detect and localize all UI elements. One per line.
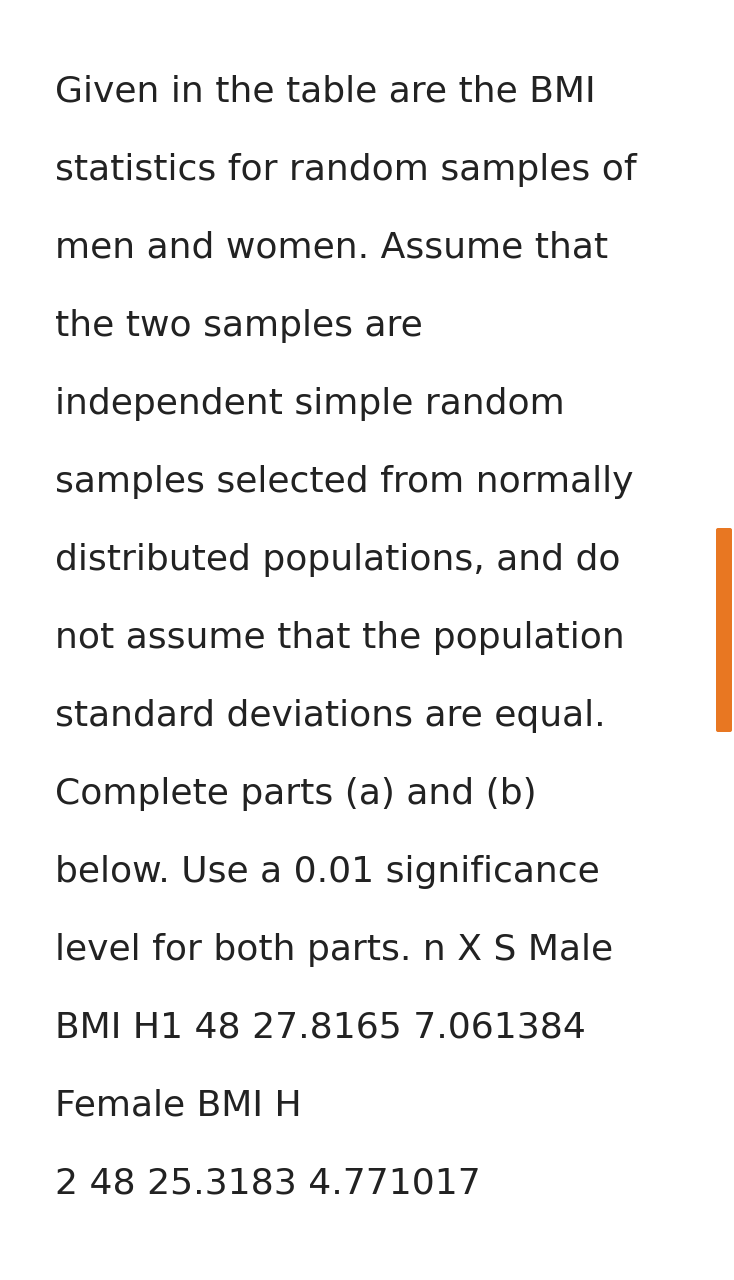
Text: BMI H1 48 27.8165 7.061384: BMI H1 48 27.8165 7.061384 bbox=[55, 1011, 586, 1044]
Text: standard deviations are equal.: standard deviations are equal. bbox=[55, 699, 606, 733]
Text: Complete parts (a) and (b): Complete parts (a) and (b) bbox=[55, 777, 537, 812]
Text: not assume that the population: not assume that the population bbox=[55, 621, 625, 655]
Text: samples selected from normally: samples selected from normally bbox=[55, 465, 633, 499]
Text: below. Use a 0.01 significance: below. Use a 0.01 significance bbox=[55, 855, 600, 890]
Text: level for both parts. n X S Male: level for both parts. n X S Male bbox=[55, 933, 613, 966]
FancyBboxPatch shape bbox=[716, 527, 732, 732]
Text: independent simple random: independent simple random bbox=[55, 387, 564, 421]
Text: men and women. Assume that: men and women. Assume that bbox=[55, 230, 608, 265]
Text: distributed populations, and do: distributed populations, and do bbox=[55, 543, 620, 577]
Text: 2 48 25.3183 4.771017: 2 48 25.3183 4.771017 bbox=[55, 1167, 481, 1201]
Text: Given in the table are the BMI: Given in the table are the BMI bbox=[55, 76, 595, 109]
Text: Female BMI H: Female BMI H bbox=[55, 1089, 302, 1123]
Text: statistics for random samples of: statistics for random samples of bbox=[55, 154, 636, 187]
Text: the two samples are: the two samples are bbox=[55, 308, 423, 343]
